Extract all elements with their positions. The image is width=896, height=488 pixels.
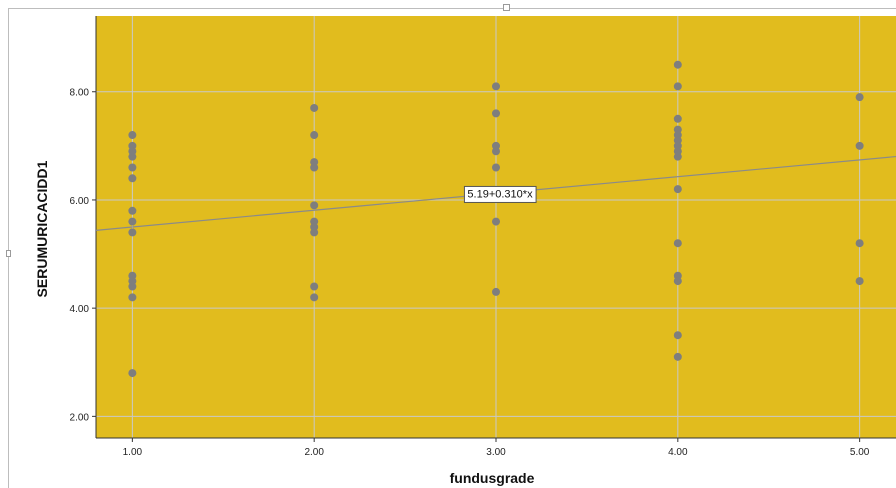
data-point-42 — [673, 239, 682, 248]
data-point-40 — [673, 152, 682, 161]
y-axis-title: SERUMURICACIDD1 — [34, 160, 50, 297]
data-point-46 — [673, 352, 682, 361]
x-axis-ticks: 1.00 2.00 3.00 4.00 5.00 — [123, 438, 870, 458]
resize-handle-top[interactable] — [503, 4, 510, 11]
data-point-15 — [310, 103, 319, 112]
chart-frame — [8, 8, 896, 488]
y-tick-label-4: 8.00 — [70, 88, 90, 99]
data-point-34 — [673, 114, 682, 123]
data-point-26 — [492, 109, 500, 118]
data-point-31 — [492, 287, 500, 296]
data-point-22 — [310, 228, 319, 237]
y-tick-label-1: 2.00 — [70, 412, 90, 423]
regression-label-text: 5.19+0.310*x — [467, 188, 533, 200]
data-point-48 — [855, 141, 864, 150]
y-axis-ticks: 2.00 4.00 6.00 8.00 — [70, 88, 96, 423]
data-point-12 — [128, 282, 137, 291]
data-point-24 — [310, 293, 319, 302]
data-point-9 — [128, 228, 137, 237]
data-point-5 — [128, 163, 137, 172]
y-tick-label-2: 4.00 — [70, 304, 90, 315]
data-point-13 — [128, 293, 137, 302]
data-point-49 — [855, 239, 864, 248]
data-points — [128, 60, 864, 378]
resize-handle-left[interactable] — [6, 250, 11, 257]
data-point-7 — [128, 206, 137, 215]
data-point-1 — [128, 131, 137, 140]
data-point-6 — [128, 174, 137, 183]
data-point-8 — [128, 217, 137, 226]
data-point-44 — [673, 277, 682, 286]
data-point-4 — [128, 152, 137, 161]
data-point-16 — [310, 131, 319, 140]
data-point-45 — [673, 331, 682, 340]
data-point-32 — [673, 60, 682, 69]
data-point-19 — [310, 201, 319, 210]
data-point-18 — [310, 163, 319, 172]
regression-label: 5.19+0.310*x — [463, 185, 537, 203]
data-point-28 — [492, 147, 500, 156]
x-tick-label-4: 4.00 — [668, 447, 688, 458]
data-point-47 — [855, 93, 864, 102]
x-tick-label-3: 3.00 — [486, 447, 506, 458]
x-tick-label-2: 2.00 — [304, 447, 324, 458]
data-point-41 — [673, 185, 682, 194]
x-tick-label-1: 1.00 — [123, 447, 143, 458]
regression-label-box — [463, 185, 537, 203]
data-point-25 — [492, 82, 500, 91]
data-point-33 — [673, 82, 682, 91]
data-point-29 — [492, 163, 500, 172]
data-point-30 — [492, 217, 500, 226]
data-point-23 — [310, 282, 319, 291]
y-tick-label-3: 6.00 — [70, 196, 90, 207]
data-point-50 — [855, 277, 864, 286]
x-tick-label-5: 5.00 — [850, 447, 870, 458]
x-axis-title: fundusgrade — [450, 470, 535, 486]
data-point-14 — [128, 369, 137, 378]
